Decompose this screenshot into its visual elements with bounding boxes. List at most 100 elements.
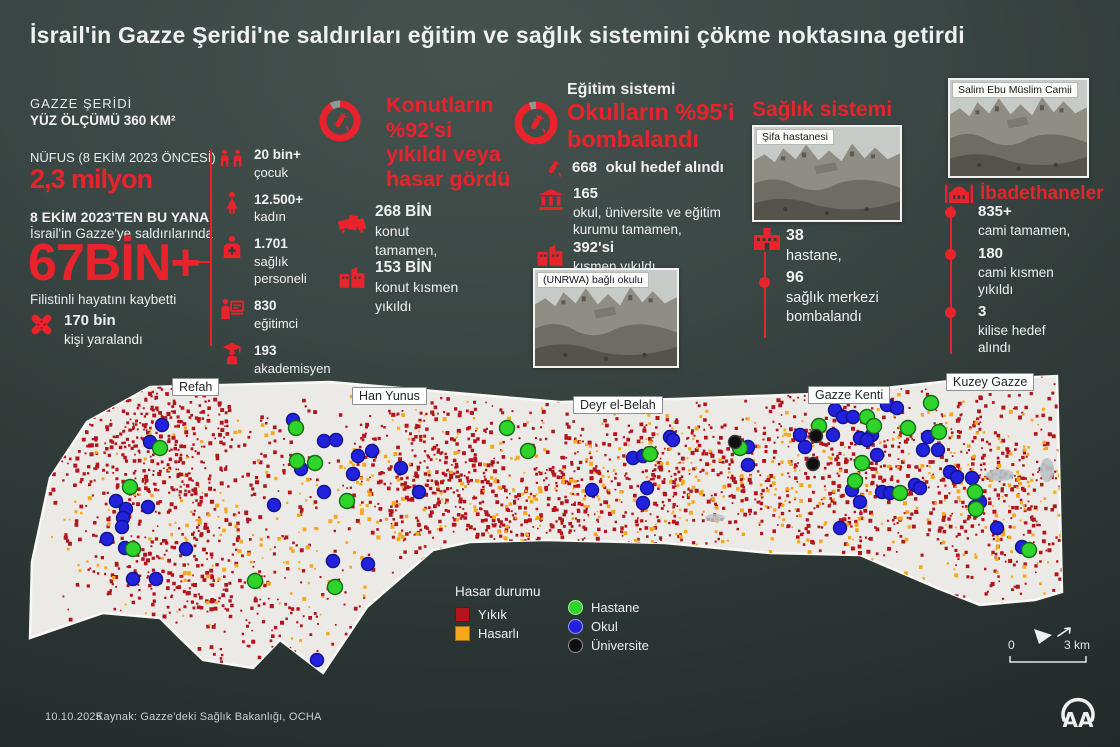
map-legend-facilities: Hastane Okul Üniversite: [568, 598, 649, 655]
schools-marker: [411, 484, 427, 500]
education-headline: Okulların %95'i bombalandı: [567, 99, 735, 152]
aa-logo: AA: [1061, 697, 1095, 732]
worship-bullet: [945, 249, 956, 260]
hospitals-marker: [966, 483, 984, 501]
shifa-hospital-photo: Şifa hastanesi: [752, 125, 902, 222]
legend-label: Hasarlı: [478, 625, 520, 641]
legend-label: Yıkık: [478, 606, 507, 622]
injured-text: 170 bin kişi yaralandı: [64, 311, 143, 348]
university-markers: [727, 428, 824, 472]
hospitals-marker: [121, 478, 139, 496]
legend-item-destroyed: Yıkık: [455, 605, 541, 624]
hospitals-marker: [288, 452, 306, 470]
schools-marker: [316, 433, 332, 449]
hospitals-marker: [519, 442, 537, 460]
victims-value: 1.701: [254, 236, 288, 252]
schools-marker: [140, 499, 156, 515]
victims-item-academics: 193 akademisyen: [219, 342, 331, 377]
education-stat-text: 668 okul hedef alındı: [572, 158, 724, 178]
bomb-icon: [332, 110, 350, 131]
scale-end: 3 km: [1063, 638, 1090, 652]
legend-item-school: Okul: [568, 617, 649, 636]
photo-caption: Şifa hastanesi: [756, 129, 834, 145]
victims-text: 20 bin+ çocuk: [254, 146, 301, 181]
victims-label: sağlık personeli: [254, 253, 307, 287]
housing-stat-text: 268 BİN konut tamamen,: [375, 202, 467, 259]
victims-text: 830 eğitimci: [254, 297, 298, 332]
victims-bracket-line: [210, 150, 212, 346]
housing-stat-value: 153 BİN: [375, 259, 432, 276]
schools-marker: [345, 466, 361, 482]
map-label-han-yunus: Han Yunus: [352, 387, 427, 405]
water-patch: [1040, 458, 1054, 482]
schools-marker: [825, 427, 841, 443]
damaged-swatch: [455, 625, 470, 641]
education-stat-label: okul, üniversite ve eğitim kurumu tamame…: [573, 204, 721, 238]
hospitals-marker: [124, 540, 142, 558]
education-stat-value: 668: [572, 159, 598, 176]
schools-marker: [316, 484, 332, 500]
schools-marker: [108, 493, 124, 509]
worship-stat-mosques-partial: 180 cami kısmen yıkıldı: [978, 244, 1070, 299]
schools-marker: [949, 469, 965, 485]
injured-label: kişi yaralandı: [64, 331, 143, 347]
schools-marker: [964, 470, 980, 486]
school-swatch: [568, 619, 583, 634]
schools-marker: [99, 531, 115, 547]
schools-marker: [350, 448, 366, 464]
hospitals-marker: [865, 417, 883, 435]
victims-text: 1.701 sağlık personeli: [254, 235, 326, 287]
hospitals-marker: [853, 454, 871, 472]
victims-text: 193 akademisyen: [254, 342, 331, 377]
woman-icon: [219, 191, 245, 215]
victims-label: çocuk: [254, 164, 288, 180]
map-label-kuzey-gazze: Kuzey Gazze: [946, 373, 1035, 391]
worship-stat-label: cami tamamen,: [978, 222, 1071, 238]
housing-stat-label: konut tamamen,: [375, 223, 438, 258]
health-connector-line: [764, 252, 766, 338]
publish-date: 10.10.2025: [45, 711, 103, 723]
victims-label: eğitimci: [254, 315, 299, 331]
victims-item-educators: 830 eğitimci: [219, 297, 331, 332]
education-stat-text: 165 okul, üniversite ve eğitim kurumu ta…: [573, 184, 733, 239]
schools-marker: [639, 480, 655, 496]
universities-marker: [805, 456, 821, 472]
schools-marker: [740, 457, 756, 473]
housing-stat-partial: 153 BİN konut kısmen yıkıldı: [338, 258, 475, 315]
scale-bar: [1009, 656, 1087, 663]
hospitals-marker: [338, 492, 356, 510]
victims-item-children: 20 bin+ çocuk: [219, 146, 331, 181]
schools-marker: [912, 480, 928, 496]
page-title: İsrail'in Gazze Şeridi'ne saldırıları eğ…: [30, 22, 965, 48]
worship-connector-line: [950, 206, 952, 354]
universities-marker: [727, 434, 743, 450]
worship-bullet: [945, 307, 956, 318]
victims-item-health-workers: 1.701 sağlık personeli: [219, 235, 331, 287]
injured-stat: 170 bin kişi yaralandı: [28, 311, 143, 348]
since-label: 8 EKİM 2023'TEN BU YANA: [30, 209, 210, 225]
hospitals-marker: [287, 419, 305, 437]
health-stat-hospitals: 38 hastane,: [786, 226, 842, 266]
schools-marker: [328, 432, 344, 448]
scale-labels: 0 3 km: [1008, 638, 1090, 652]
hospitals-marker: [899, 419, 917, 437]
schools-marker: [845, 409, 861, 425]
housing-stat-value: 268 BİN: [375, 203, 432, 220]
hospitals-marker: [930, 423, 948, 441]
schools-marker: [266, 497, 282, 513]
schools-marker: [797, 439, 813, 455]
health-title: Sağlık sistemi: [752, 98, 893, 121]
schools-marker: [832, 520, 848, 536]
worship-stat-mosques-destroyed: 835+ cami tamamen,: [978, 202, 1070, 239]
schools-marker: [665, 432, 681, 448]
population-label: NÜFUS (8 EKİM 2023 ÖNCESİ): [30, 150, 216, 165]
source-text: Kaynak: Gazze'deki Sağlık Bakanlığı, OCH…: [96, 711, 322, 723]
water-patch: [986, 469, 1014, 481]
housing-headline: Konutların %92'si yıkıldı veya hasar gör…: [386, 93, 511, 191]
schools-marker: [154, 417, 170, 433]
area-label: YÜZ ÖLÇÜMÜ 360 KM²: [30, 113, 176, 128]
legend-label: Okul: [591, 619, 618, 634]
victims-label: akademisyen: [254, 360, 331, 376]
unrwa-school-photo: (UNRWA) bağlı okulu: [533, 268, 679, 368]
map-label-deyr-el-belah: Deyr el-Belah: [573, 396, 663, 414]
